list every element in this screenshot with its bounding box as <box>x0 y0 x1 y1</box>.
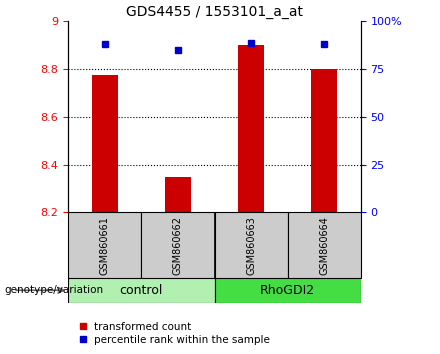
Bar <box>215 212 288 278</box>
Bar <box>68 278 215 303</box>
Bar <box>141 212 215 278</box>
Bar <box>215 278 361 303</box>
Legend: transformed count, percentile rank within the sample: transformed count, percentile rank withi… <box>76 317 275 349</box>
Bar <box>92 75 117 212</box>
Text: genotype/variation: genotype/variation <box>4 285 103 295</box>
Bar <box>238 45 264 212</box>
Bar <box>68 212 141 278</box>
Text: GSM860661: GSM860661 <box>100 216 110 275</box>
Text: GSM860662: GSM860662 <box>173 216 183 275</box>
Text: GSM860663: GSM860663 <box>246 216 256 275</box>
Title: GDS4455 / 1553101_a_at: GDS4455 / 1553101_a_at <box>126 5 303 19</box>
Text: control: control <box>120 284 163 297</box>
Bar <box>312 69 337 212</box>
Text: RhoGDI2: RhoGDI2 <box>260 284 315 297</box>
Bar <box>288 212 361 278</box>
Text: GSM860664: GSM860664 <box>319 216 329 275</box>
Bar <box>165 177 191 212</box>
